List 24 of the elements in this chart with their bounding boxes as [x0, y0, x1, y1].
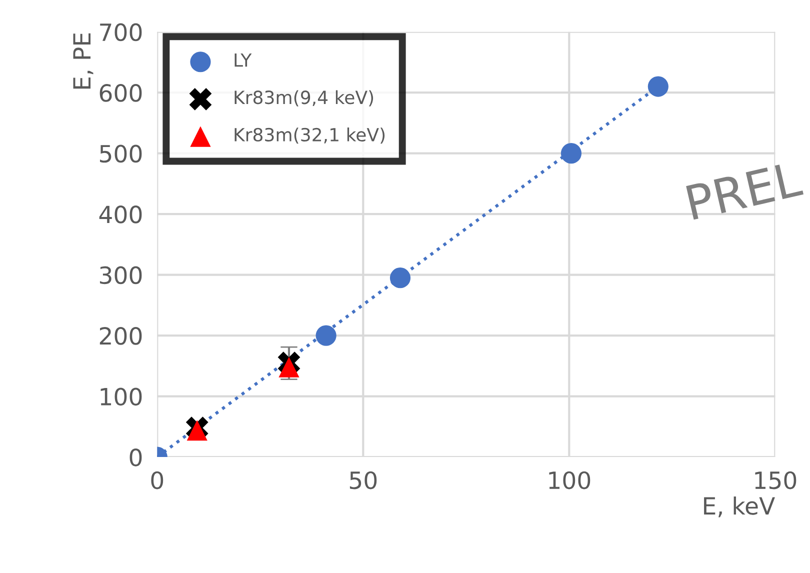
y-axis-title: E, PE [73, 33, 94, 89]
legend-label: Kr83m(9,4 keV) [234, 90, 374, 106]
point [560, 143, 582, 164]
y-tick-label: 300 [100, 266, 142, 284]
legend-label: Kr83m(32,1 keV) [234, 128, 385, 144]
y-tick-label: 500 [100, 144, 142, 163]
y-tick-label: 200 [100, 326, 142, 345]
y-tick-label: 600 [100, 84, 142, 102]
x-tick-label: 150 [755, 471, 796, 490]
point [186, 420, 208, 441]
y-tick-label: 0 [130, 448, 142, 466]
y-tick-label: 100 [100, 388, 142, 406]
y-tick-label: 700 [100, 23, 142, 42]
point [278, 356, 300, 378]
y-tick-label: 400 [99, 206, 142, 224]
point [390, 268, 411, 288]
point [648, 76, 668, 97]
x-tick-label: 50 [350, 471, 377, 490]
legend-label: LY [234, 53, 252, 67]
point [316, 325, 336, 346]
x-axis-title: E, keV [704, 496, 775, 518]
x-tick-label: 0 [151, 471, 164, 490]
x-tick-label: 100 [549, 471, 590, 490]
annotation: PREL [686, 160, 804, 220]
